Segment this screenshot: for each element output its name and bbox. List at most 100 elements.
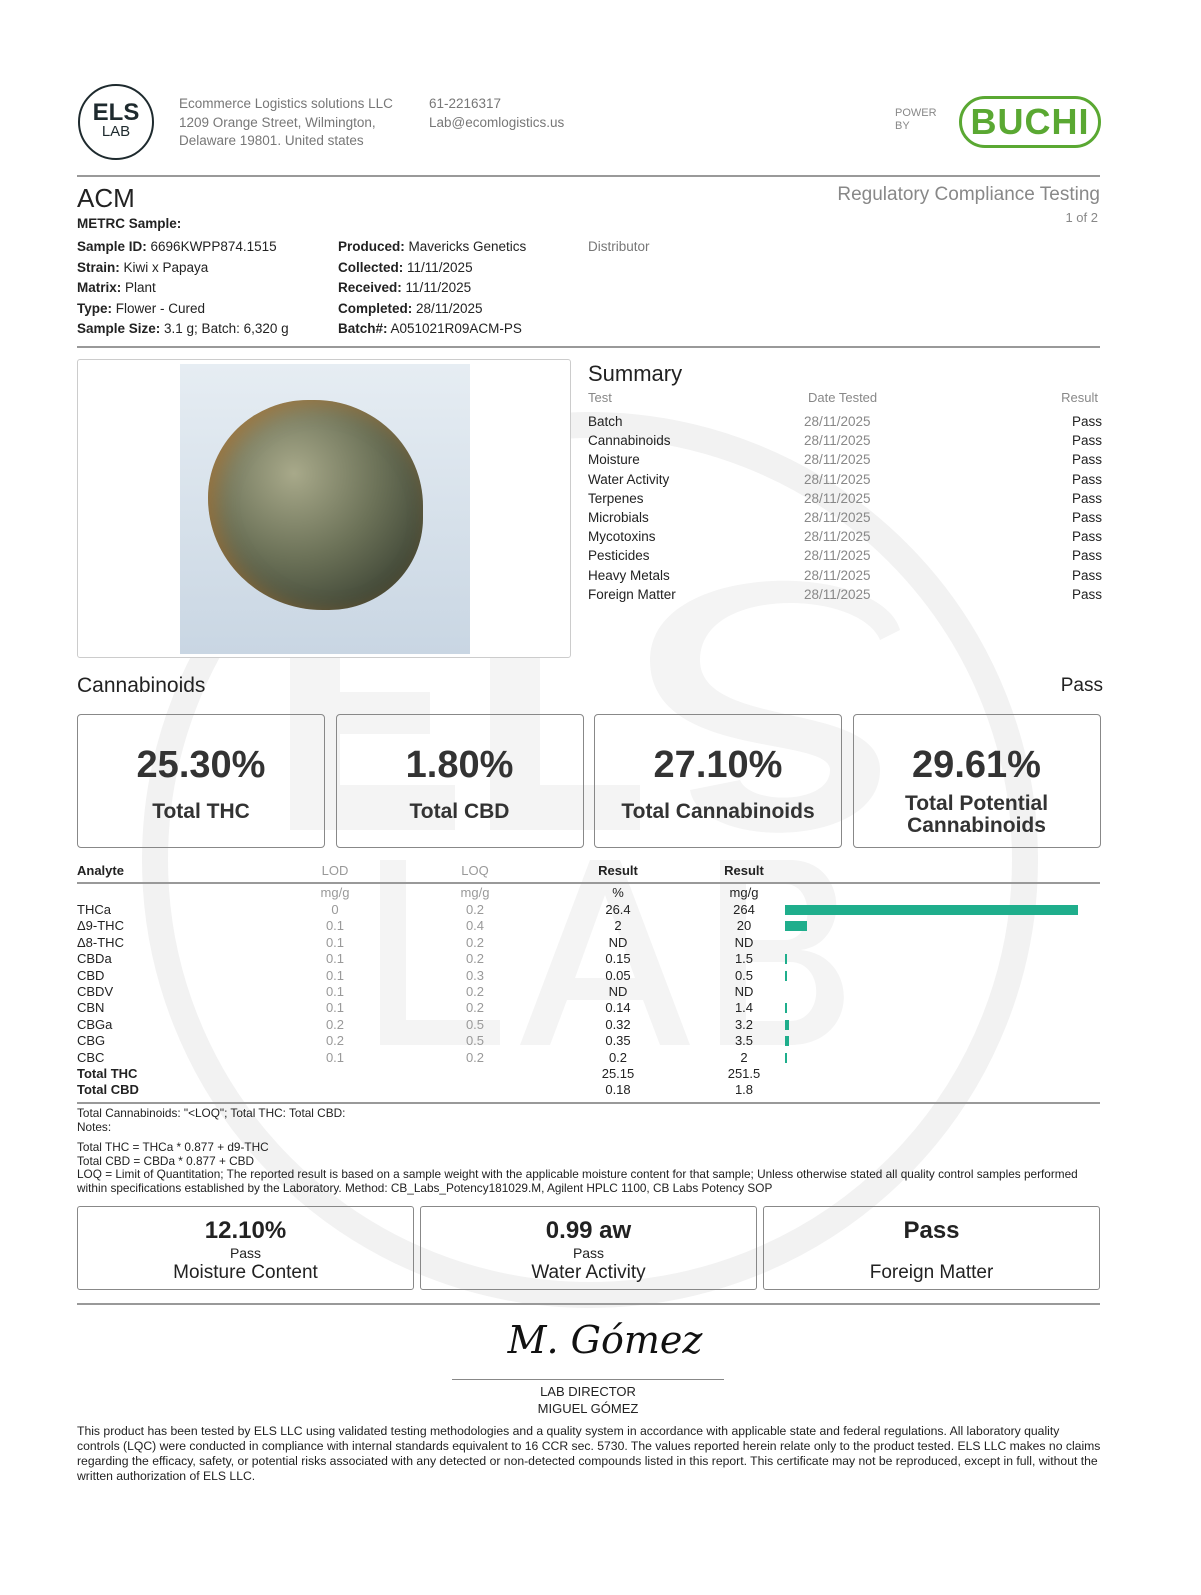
unit-pct: % [612, 885, 624, 900]
test-name: Water Activity [588, 471, 670, 487]
address-line: Delaware 19801. United states [179, 133, 364, 148]
analyte: Δ9-THC [77, 918, 124, 934]
table-header: Analyte LOD LOQ Result Result [77, 863, 1100, 879]
signature-line [452, 1379, 724, 1380]
lod: 0.1 [325, 967, 345, 983]
summary-row: Terpenes 28/11/2025 Pass [588, 489, 1104, 508]
col-result-pct: Result [598, 863, 638, 878]
summary-row: Heavy Metals 28/11/2025 Pass [588, 566, 1104, 585]
notes: Total Cannabinoids: "<LOQ"; Total THC: T… [77, 1106, 1100, 1195]
test-result: Pass [1071, 567, 1102, 583]
table-row: CBN 0.1 0.2 0.14 1.4 [77, 1000, 1100, 1016]
loq: 0.2 [465, 1049, 485, 1065]
unit-lod: mg/g [320, 885, 350, 900]
result-mg: 20 [736, 918, 752, 934]
notes-line: Total Cannabinoids: "<LOQ"; Total THC: T… [77, 1106, 346, 1120]
formula-thc: Total THC = THCa * 0.877 + d9-THC [77, 1140, 269, 1154]
table-row: CBGa 0.2 0.5 0.32 3.2 [77, 1017, 1100, 1033]
page-number: 1 of 2 [1065, 210, 1098, 225]
result-percent: 0.14 [605, 1000, 631, 1016]
info-key: Sample ID: [77, 239, 147, 254]
result-percent: 0.32 [605, 1016, 631, 1032]
result-mg: 3.5 [734, 1033, 754, 1049]
test-status: Pass [572, 1245, 605, 1261]
info-value: Kiwi x Papaya [119, 259, 209, 275]
formula-cbd: Total CBD = CBDa * 0.877 + CBD [77, 1153, 255, 1168]
loq: 0.4 [465, 918, 485, 934]
col-lod: LOD [321, 863, 349, 878]
test-value: 0.99 aw [545, 1217, 632, 1244]
lod: 0.1 [325, 1000, 345, 1016]
summary-card: 27.10% Total Cannabinoids [594, 714, 842, 848]
company-address: Ecommerce Logistics solutions LLC 1209 Or… [179, 95, 393, 151]
lod: 0.2 [325, 1033, 345, 1049]
buchi-logo: BUCHI [959, 96, 1101, 148]
result-mg: 1.5 [734, 951, 754, 967]
loq: 0.3 [465, 967, 485, 983]
table-row: Δ9-THC 0.1 0.4 2 20 [77, 918, 1100, 934]
table-row: CBDV 0.1 0.2 ND ND [77, 984, 1100, 1000]
report-title: Regulatory Compliance Testing [837, 184, 1100, 205]
info-key: Matrix: [77, 280, 122, 296]
date-tested: 28/11/2025 [804, 529, 871, 545]
card-label: Total THC [152, 800, 250, 823]
test-result: Pass [1071, 529, 1102, 545]
test-result: Pass [1071, 510, 1102, 525]
signer-name: MIGUEL GÓMEZ [537, 1401, 639, 1416]
phone: 61-2216317 [429, 96, 502, 111]
test-result: Pass [1071, 414, 1102, 429]
test-value: Pass [903, 1217, 960, 1244]
header-test: Test [588, 390, 612, 405]
analyte: Total THC [77, 1066, 138, 1081]
test-label: Foreign Matter [869, 1262, 994, 1283]
lod: 0.1 [325, 1049, 345, 1065]
disclaimer: This product has been tested by ELS LLC … [77, 1424, 1101, 1483]
info-key: Completed: [338, 300, 413, 316]
date-tested: 28/11/2025 [804, 490, 871, 506]
result-percent: ND [608, 934, 628, 950]
date-tested: 28/11/2025 [804, 433, 871, 449]
test-value: 12.10% [204, 1217, 287, 1244]
date-tested: 28/11/2025 [804, 510, 871, 525]
unit-loq: mg/g [460, 885, 490, 900]
email: Lab@ecomlogistics.us [429, 114, 565, 130]
result-percent: 0.05 [605, 967, 631, 983]
test-result: Pass [1071, 471, 1102, 487]
result-mg: 3.2 [734, 1016, 754, 1032]
loq: 0.5 [465, 1016, 485, 1032]
info-value: 6696KWPP874.1515 [146, 239, 277, 254]
analyte: Δ8-THC [77, 934, 124, 950]
loq: 0.2 [465, 951, 485, 967]
date-tested: 28/11/2025 [804, 567, 871, 583]
col-analyte: Analyte [77, 863, 124, 878]
result-bar [785, 970, 787, 981]
signer-role: LAB DIRECTOR [540, 1384, 636, 1399]
info-field: Completed: 28/11/2025 [338, 299, 526, 320]
test-name: Cannabinoids [588, 433, 671, 449]
summary-header: Test Date Tested Result [588, 388, 1104, 407]
info-field: Sample Size: 3.1 g; Batch: 6,320 g [77, 319, 289, 340]
card-value: 27.10% [653, 744, 783, 786]
date-tested: 28/11/2025 [804, 452, 871, 468]
result-bar [785, 921, 808, 932]
sample-info-left: Sample ID: 6696KWPP874.1515 Strain: Kiwi … [77, 237, 289, 340]
company-name: Ecommerce Logistics solutions LLC [179, 96, 393, 111]
distributor: Distributor [588, 239, 650, 254]
analyte: CBDV [77, 984, 114, 999]
info-value: 28/11/2025 [412, 300, 483, 316]
date-tested: 28/11/2025 [804, 471, 871, 487]
loq: 0.2 [465, 902, 485, 917]
card-value: 1.80% [405, 744, 514, 786]
test-name: Pesticides [588, 548, 650, 564]
result-bar [785, 1052, 788, 1063]
table-row: Total CBD 0.18 1.8 [77, 1082, 1100, 1098]
info-key: Batch#: [338, 321, 388, 337]
info-key: Sample Size: [77, 321, 161, 337]
test-card: 12.10% Pass Moisture Content [77, 1206, 414, 1290]
analyte: CBGa [77, 1016, 113, 1032]
summary-row: Cannabinoids 28/11/2025 Pass [588, 431, 1104, 450]
analyte: CBN [77, 1000, 105, 1016]
test-name: Heavy Metals [588, 567, 670, 583]
analyte: THCa [77, 902, 111, 917]
result-mg: 2 [740, 1049, 748, 1065]
